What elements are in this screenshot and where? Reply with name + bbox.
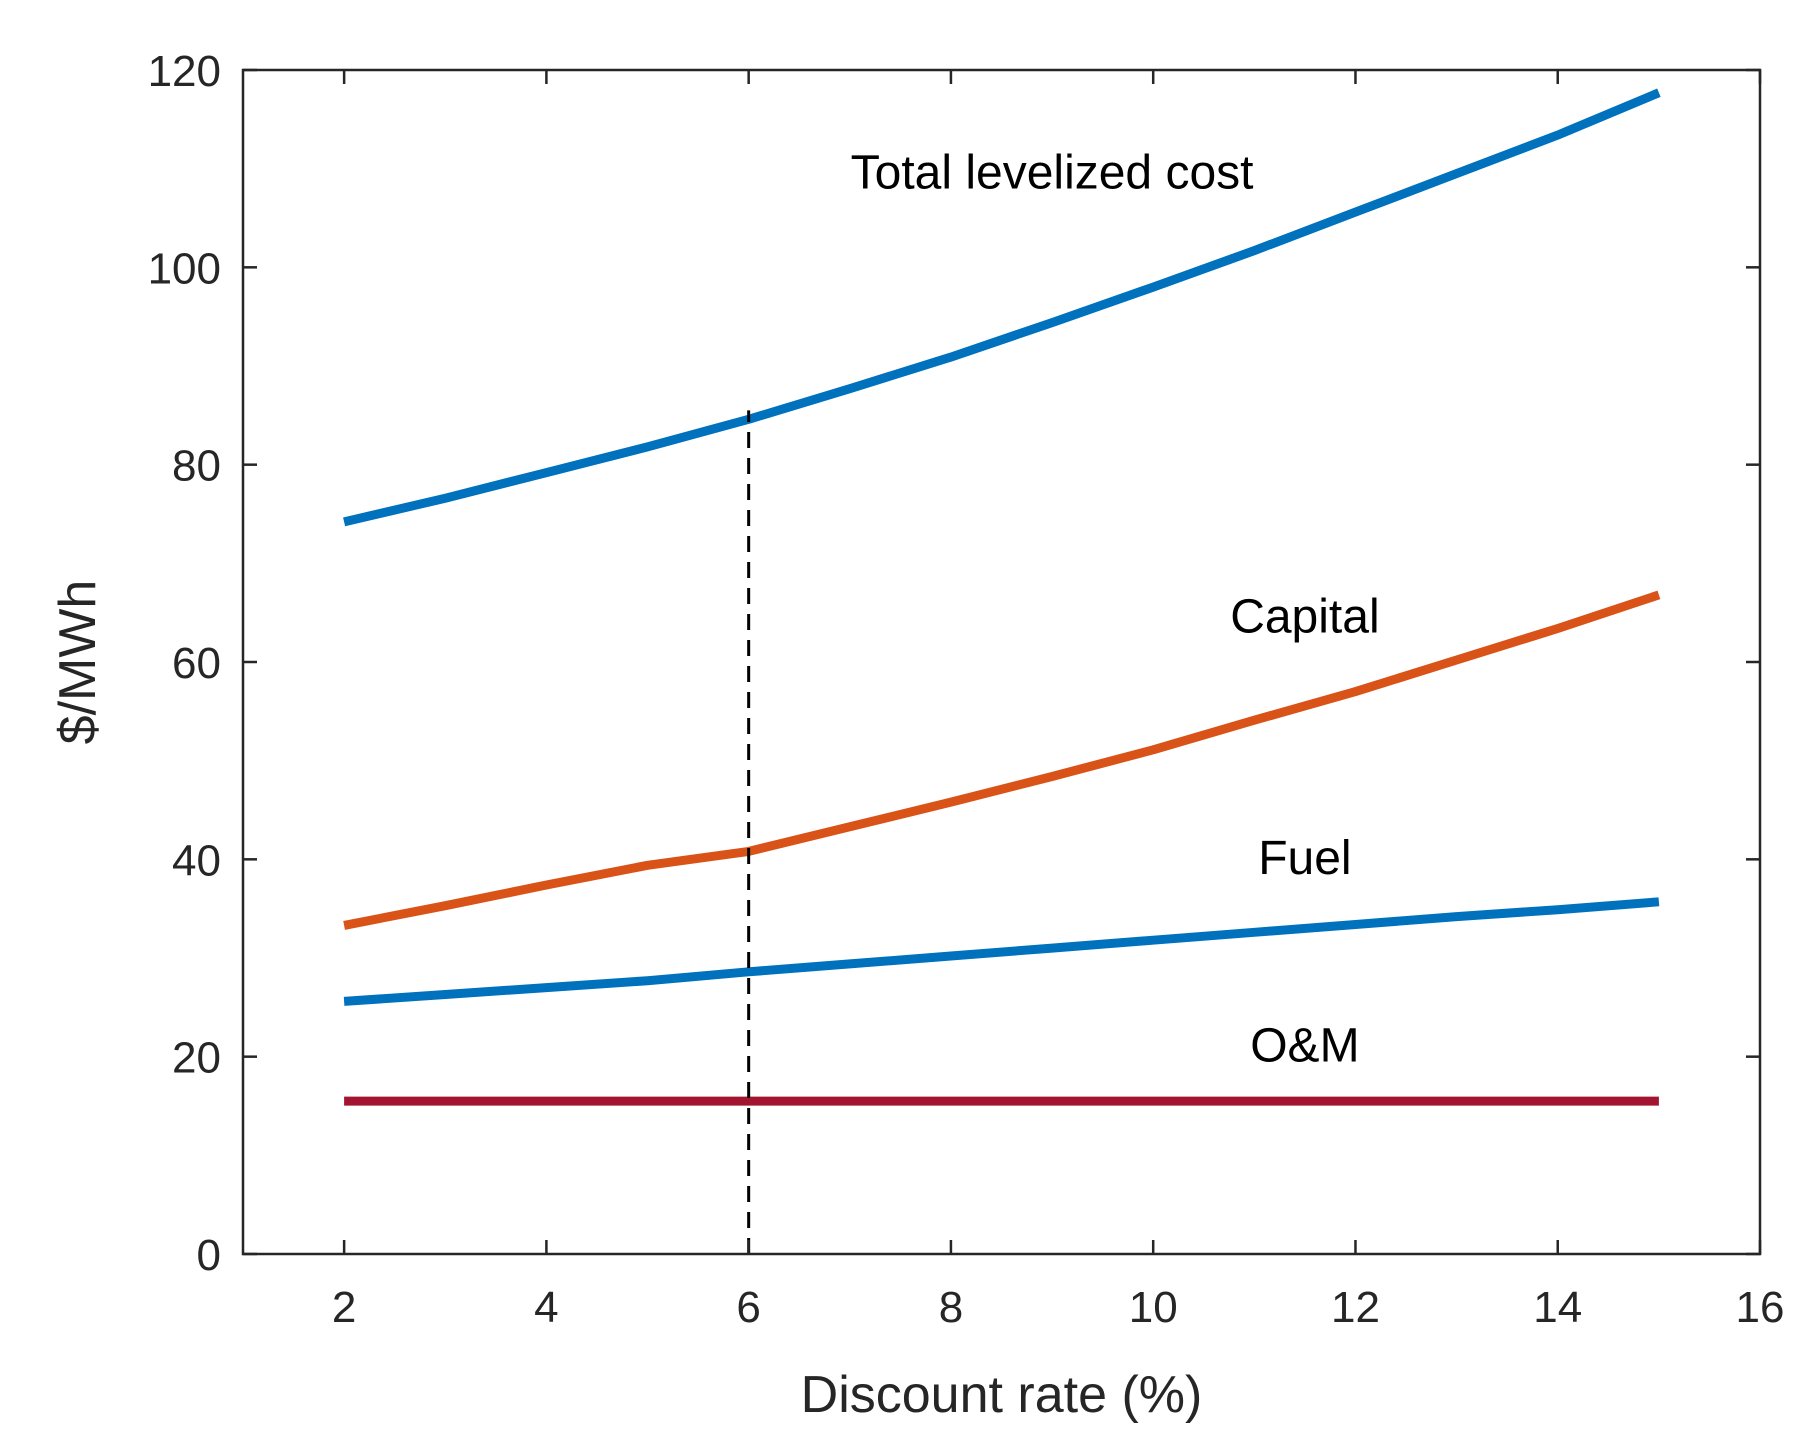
x-tick-label: 14: [1533, 1283, 1582, 1332]
y-axis: 0 20 40 60 80 100 120: [148, 47, 1760, 1280]
x-tick-label: 6: [736, 1283, 760, 1332]
y-tick-label: 20: [172, 1034, 221, 1083]
y-tick-label: 100: [148, 244, 221, 293]
x-tick-label: 16: [1736, 1283, 1785, 1332]
x-axis-label: Discount rate (%): [801, 1366, 1203, 1424]
plot-lines: [343, 88, 1661, 1106]
series-line-fuel: [343, 897, 1660, 1006]
y-tick-label: 120: [148, 47, 221, 96]
x-axis: 2 4 6 8 10 12 14 16: [332, 70, 1785, 1332]
y-axis-label: $/MWh: [49, 580, 107, 745]
annotation-capital: Capital: [1230, 590, 1379, 643]
x-tick-label: 2: [332, 1283, 356, 1332]
y-tick-label: 80: [172, 442, 221, 491]
annotation-total-levelized-cost: Total levelized cost: [851, 146, 1254, 199]
y-tick-label: 0: [197, 1231, 221, 1280]
series-line-capital: [343, 590, 1661, 930]
annotations: Total levelized cost Capital Fuel O&M: [851, 146, 1380, 1072]
x-tick-label: 4: [534, 1283, 558, 1332]
y-tick-label: 60: [172, 639, 221, 688]
y-tick-label: 40: [172, 836, 221, 885]
x-tick-label: 8: [939, 1283, 963, 1332]
x-tick-label: 12: [1331, 1283, 1380, 1332]
annotation-fuel: Fuel: [1258, 832, 1351, 885]
x-tick-label: 10: [1129, 1283, 1178, 1332]
annotation-o-m: O&M: [1250, 1020, 1359, 1073]
series-line-total-levelized-cost: [343, 88, 1661, 527]
